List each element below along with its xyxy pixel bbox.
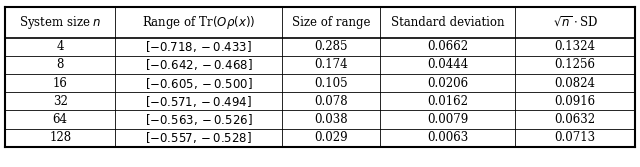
Text: 8: 8 <box>56 58 64 71</box>
Text: 0.1324: 0.1324 <box>554 40 596 53</box>
Text: 0.0063: 0.0063 <box>427 131 468 144</box>
Text: $[-0.571, -0.494]$: $[-0.571, -0.494]$ <box>145 94 252 109</box>
Text: 32: 32 <box>52 95 68 108</box>
Text: 0.078: 0.078 <box>314 95 348 108</box>
Text: $[-0.557, -0.528]$: $[-0.557, -0.528]$ <box>145 130 252 145</box>
Text: Size of range: Size of range <box>292 16 371 29</box>
Text: $\sqrt{n}\cdot$SD: $\sqrt{n}\cdot$SD <box>552 15 598 29</box>
Text: 0.1256: 0.1256 <box>554 58 596 71</box>
Text: 0.105: 0.105 <box>314 77 348 90</box>
Text: 0.0824: 0.0824 <box>554 77 596 90</box>
Text: 0.0632: 0.0632 <box>554 113 596 126</box>
Text: Standard deviation: Standard deviation <box>391 16 504 29</box>
Text: 0.029: 0.029 <box>314 131 348 144</box>
Text: 0.0444: 0.0444 <box>427 58 468 71</box>
Text: 0.285: 0.285 <box>314 40 348 53</box>
Text: 0.0916: 0.0916 <box>554 95 596 108</box>
Text: 16: 16 <box>52 77 68 90</box>
Text: $[-0.718, -0.433]$: $[-0.718, -0.433]$ <box>145 39 252 54</box>
Text: 0.0206: 0.0206 <box>427 77 468 90</box>
Text: Range of Tr$(O\rho(x))$: Range of Tr$(O\rho(x))$ <box>142 14 255 31</box>
Text: $[-0.642, -0.468]$: $[-0.642, -0.468]$ <box>145 57 253 72</box>
Text: $[-0.605, -0.500]$: $[-0.605, -0.500]$ <box>145 76 253 91</box>
Text: $[-0.563, -0.526]$: $[-0.563, -0.526]$ <box>145 112 253 127</box>
Text: System size $n$: System size $n$ <box>19 14 102 31</box>
Text: 128: 128 <box>49 131 71 144</box>
Text: 0.0079: 0.0079 <box>427 113 468 126</box>
Text: 0.0662: 0.0662 <box>427 40 468 53</box>
Text: 0.174: 0.174 <box>314 58 348 71</box>
Text: 0.0162: 0.0162 <box>427 95 468 108</box>
Text: 0.038: 0.038 <box>314 113 348 126</box>
Text: 64: 64 <box>52 113 68 126</box>
Text: 4: 4 <box>56 40 64 53</box>
Text: 0.0713: 0.0713 <box>554 131 596 144</box>
